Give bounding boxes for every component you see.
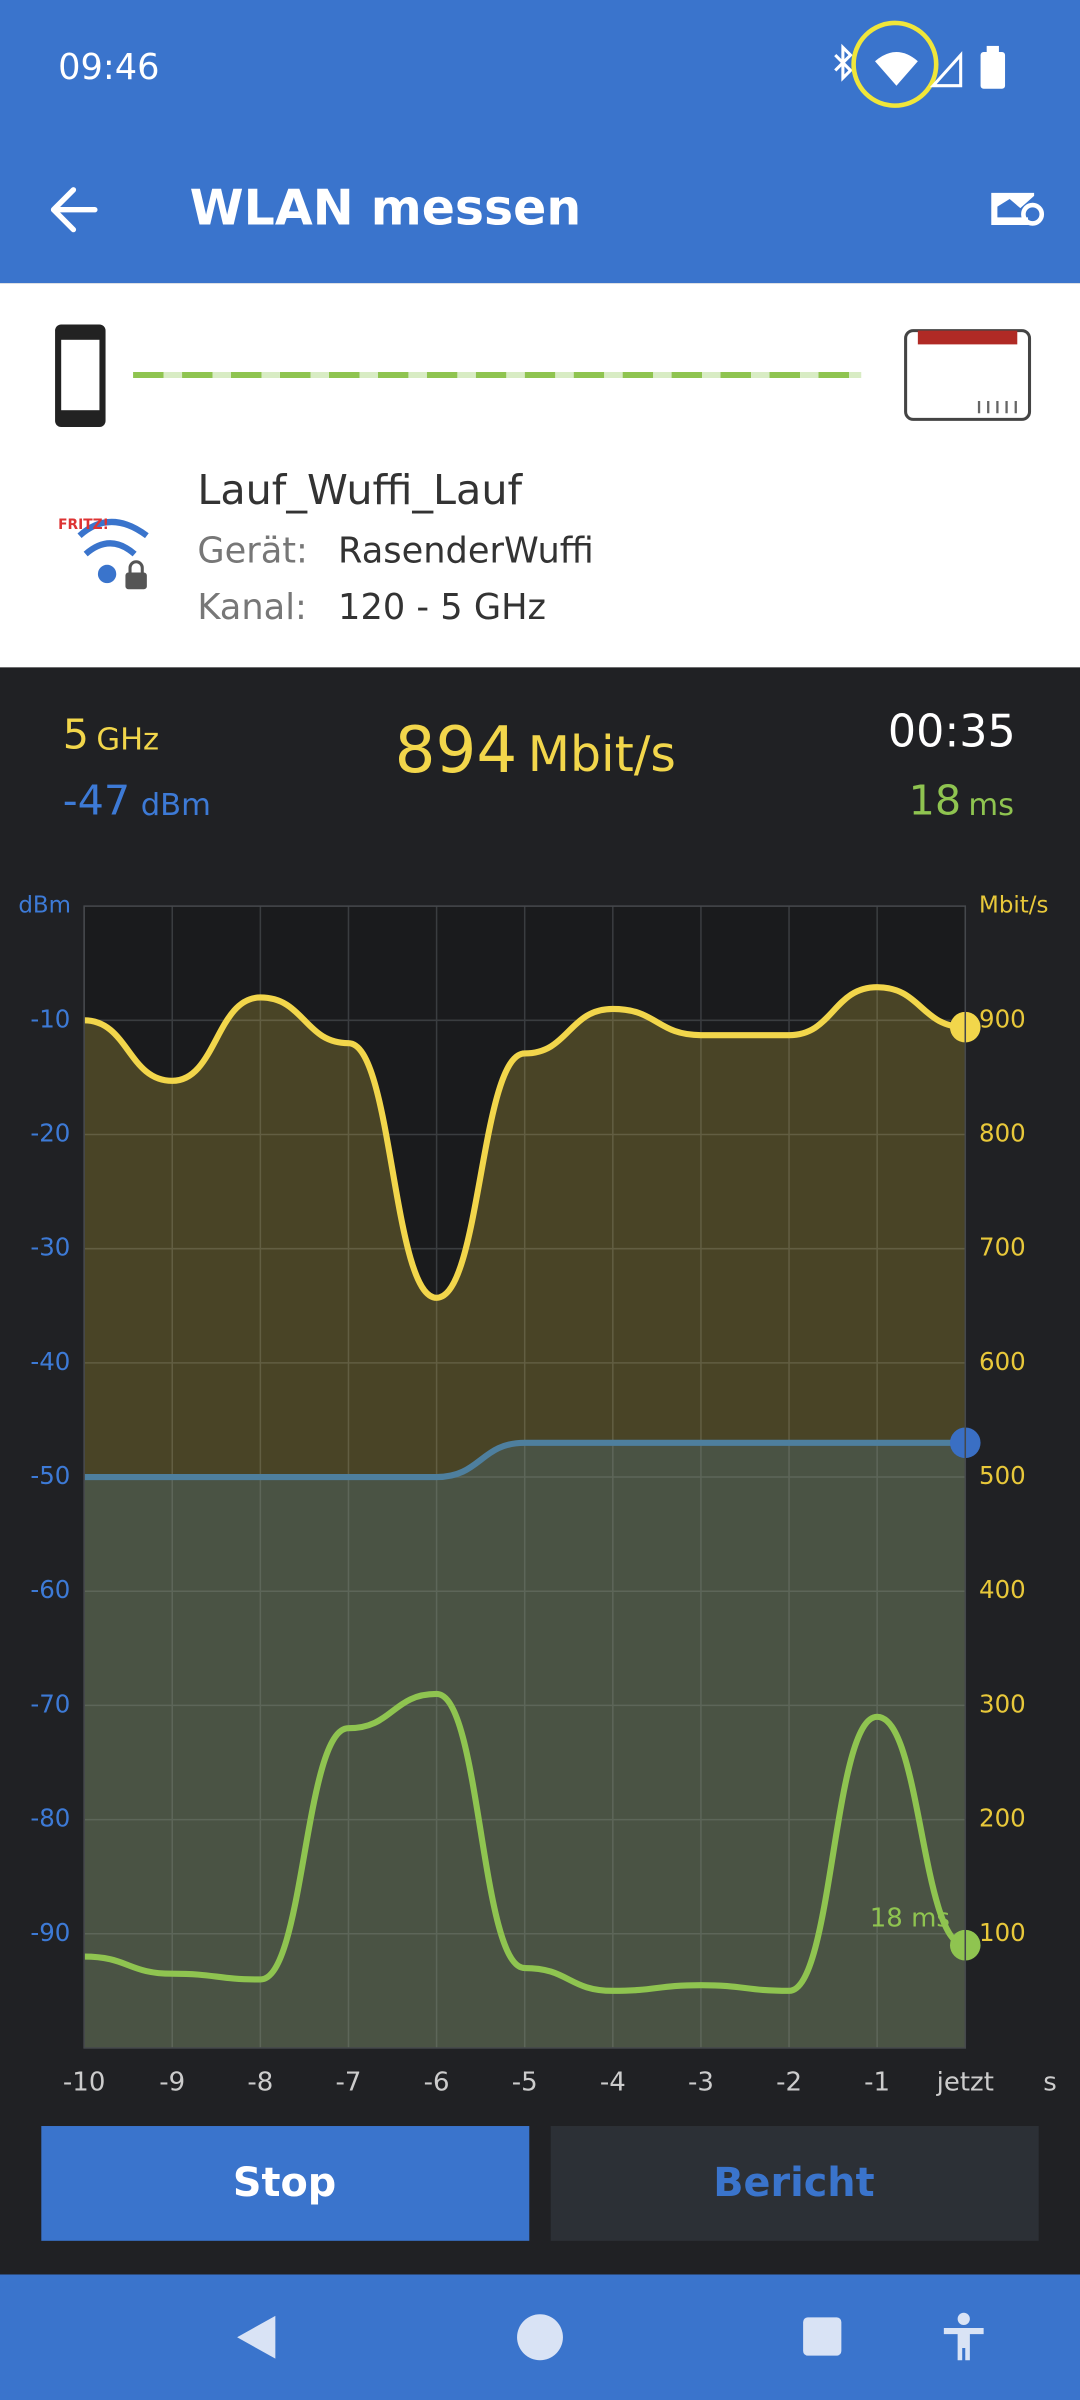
status-time: 09:46: [58, 47, 159, 88]
y2-tick-label: 300: [979, 1689, 1026, 1718]
device-label: Gerät:: [197, 531, 308, 572]
channel-label: Kanal:: [197, 587, 306, 628]
x-tick-label: -6: [424, 2068, 450, 2098]
y2-tick-label: 800: [979, 1118, 1026, 1147]
rate-unit: Mbit/s: [528, 726, 676, 783]
y2-tick-label: 500: [979, 1461, 1026, 1490]
x-tick-label: -2: [776, 2068, 802, 2098]
stop-button[interactable]: Stop: [41, 2126, 530, 2241]
y2-tick-label: 100: [979, 1918, 1026, 1947]
y-tick-label: -60: [30, 1575, 70, 1604]
rate-value: 894: [395, 713, 518, 788]
y2-tick-label: 400: [979, 1575, 1026, 1604]
y-tick-label: -50: [30, 1461, 70, 1490]
y-tick-label: -10: [30, 1004, 70, 1033]
status-icons: [834, 20, 1006, 108]
series-area: [84, 1442, 966, 2048]
channel-value: 120 - 5 GHz: [338, 587, 546, 628]
nav-back[interactable]: [237, 2315, 276, 2359]
router-icon: [904, 329, 1032, 421]
x-tick-label: -9: [159, 2068, 185, 2098]
y-tick-label: -30: [30, 1233, 70, 1262]
y-tick-label: -90: [30, 1918, 70, 1947]
wifi-icon: FRITZ!: [58, 517, 149, 590]
y-axis-label: dBm: [18, 893, 71, 919]
x-tick-label: -10: [63, 2068, 105, 2098]
plot-border: [83, 905, 967, 2049]
report-button[interactable]: Bericht: [550, 2126, 1039, 2241]
y-tick-label: -20: [30, 1118, 70, 1147]
duration: 00:35: [888, 707, 1016, 758]
signal-value: -47: [63, 777, 130, 825]
latency-value: 18: [909, 777, 962, 825]
x-tick-label: -1: [864, 2068, 890, 2098]
signal-unit: dBm: [141, 788, 211, 823]
y-tick-label: -70: [30, 1689, 70, 1718]
x-tick-label: -8: [247, 2068, 273, 2098]
nav-home[interactable]: [517, 2314, 563, 2361]
series-line: [83, 984, 966, 1301]
x-tick-label: -4: [600, 2068, 626, 2098]
settings-button[interactable]: [991, 192, 1045, 226]
band-value: 5: [63, 711, 89, 759]
series-area: [84, 987, 966, 2048]
y-tick-label: -80: [30, 1804, 70, 1833]
series-line: [84, 1690, 967, 1994]
y2-axis-label: Mbit/s: [979, 893, 1048, 919]
x-axis-label: s: [1043, 2068, 1057, 2098]
x-tick-label: -7: [336, 2068, 362, 2098]
network-name: Lauf_Wuffi_Lauf: [197, 466, 523, 514]
chart: dBm Mbit/s s -90 -80 -70 -60 -50 -40 -30 -20 -10…: [18, 893, 1056, 2098]
value-label: 18 ms: [870, 1904, 950, 1934]
nav-accessibility[interactable]: [943, 2312, 984, 2361]
y2-tick-label: 700: [979, 1233, 1026, 1262]
y2-tick-label: 200: [979, 1804, 1026, 1833]
x-tick-label: -5: [512, 2068, 538, 2098]
x-tick-label: jetzt: [936, 2068, 994, 2098]
band-unit: GHz: [96, 722, 159, 757]
y2-tick-label: 600: [979, 1347, 1026, 1376]
app-header: [0, 0, 1080, 284]
y-tick-label: -40: [30, 1347, 70, 1376]
x-tick-label: -3: [688, 2068, 714, 2098]
back-button[interactable]: [50, 187, 98, 233]
device-name: RasenderWuffi: [338, 531, 594, 572]
logo-text: FRITZ!: [58, 517, 109, 533]
latency-unit: ms: [968, 788, 1014, 823]
report-label: Bericht: [713, 2160, 874, 2206]
nav-recents[interactable]: [803, 2317, 842, 2356]
stop-label: Stop: [233, 2160, 336, 2206]
connection-card: [0, 283, 1080, 668]
series-line: [84, 1439, 966, 1481]
app-title: WLAN messen: [190, 180, 582, 237]
y2-tick-label: 900: [979, 1004, 1026, 1033]
phone-icon: [55, 324, 106, 428]
